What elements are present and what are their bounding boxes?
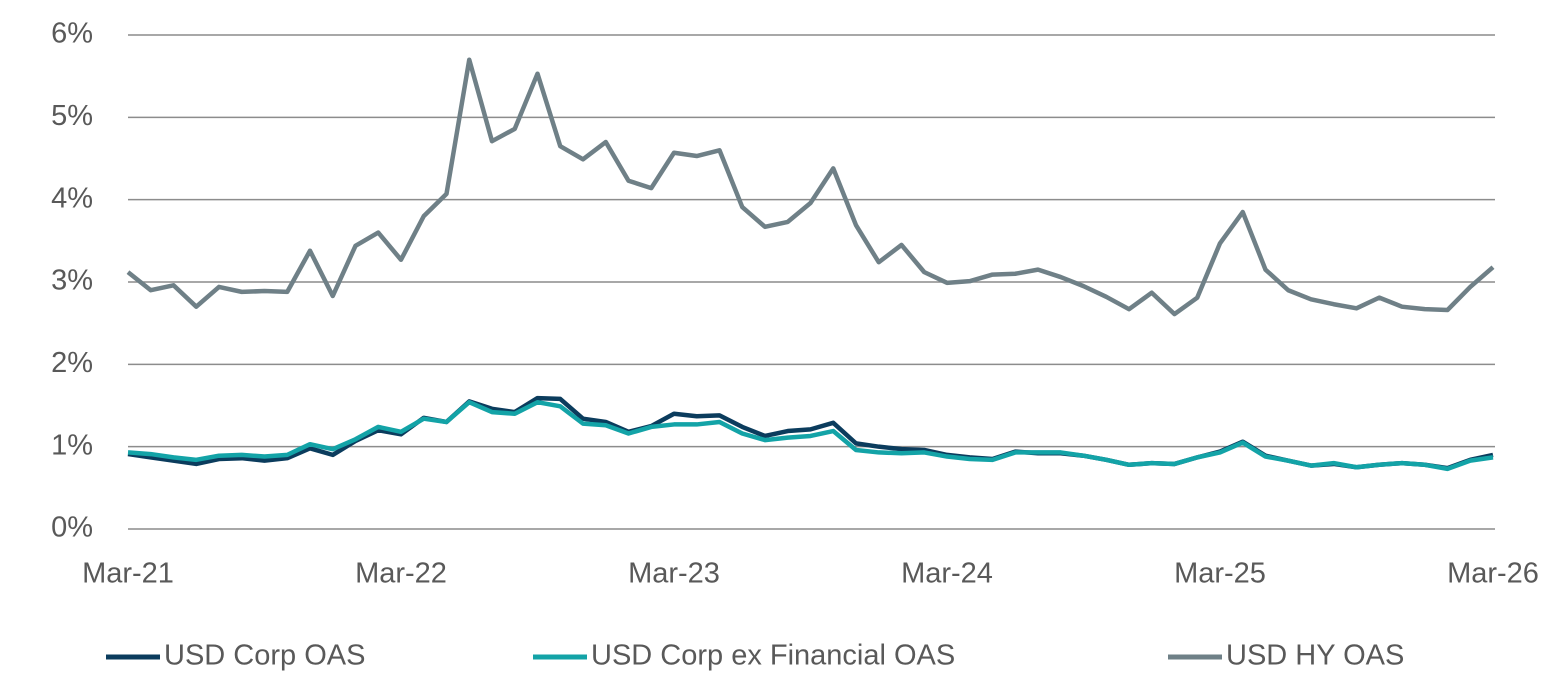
legend-label: USD HY OAS: [1226, 640, 1404, 672]
x-tick-label: Mar-23: [628, 558, 720, 590]
y-tick-label: 6%: [51, 18, 93, 50]
y-tick-label: 2%: [51, 347, 93, 379]
y-tick-label: 3%: [51, 265, 93, 297]
series-line: [126, 57, 1495, 317]
y-tick-label: 0%: [51, 512, 93, 544]
series-line: [127, 399, 1494, 472]
y-tick-label: 5%: [51, 100, 93, 132]
y-tick-label: 1%: [51, 429, 93, 461]
x-tick-label: Mar-22: [355, 558, 447, 590]
x-tick-label: Mar-24: [901, 558, 993, 590]
y-tick-label: 4%: [51, 182, 93, 214]
legend-label: USD Corp ex Financial OAS: [591, 640, 955, 672]
x-tick-label: Mar-21: [82, 558, 174, 590]
series-line: [127, 395, 1494, 471]
legend-label: USD Corp OAS: [164, 640, 365, 672]
x-tick-label: Mar-26: [1447, 558, 1539, 590]
x-tick-label: Mar-25: [1174, 558, 1266, 590]
